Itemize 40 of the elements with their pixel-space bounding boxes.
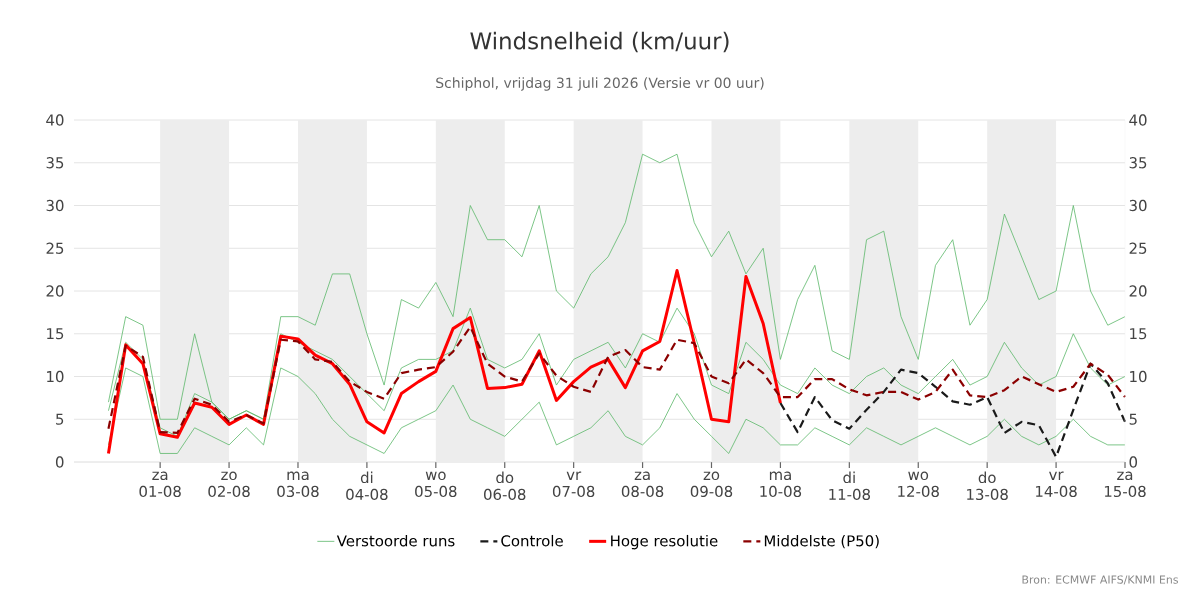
- y-tick-label: 35: [46, 157, 64, 169]
- x-tick-label: za 01-08: [139, 471, 181, 498]
- chart-subtitle: Schiphol, vrijdag 31 juli 2026 (Versie vr 00 uur): [436, 77, 764, 91]
- x-tick-label: ma 10-08: [760, 471, 802, 498]
- y2-tick-label: 0: [1129, 456, 1138, 468]
- y-tick-label: 20: [46, 285, 64, 297]
- chart-title: Windsnelheid (km/uur): [470, 31, 729, 53]
- y2-tick-label: 10: [1130, 370, 1147, 383]
- y2-tick-label: 20: [1129, 285, 1147, 297]
- y-tick-label: 5: [56, 413, 64, 425]
- x-tick-label: vr 07-08: [552, 471, 595, 498]
- legend-label: Verstoorde runs: [336, 534, 455, 547]
- x-tick-label: do 13-08: [967, 471, 1008, 501]
- y2-tick-label: 40: [1129, 114, 1147, 126]
- y-tick-label: 10: [47, 370, 64, 383]
- x-tick-label: za 08-08: [621, 471, 664, 498]
- y-tick-label: 25: [46, 242, 64, 254]
- y2-tick-label: 30: [1129, 199, 1147, 212]
- y-tick-label: 0: [55, 456, 64, 468]
- y-tick-label: 30: [46, 199, 64, 212]
- legend-label: Middelste (P50): [764, 534, 879, 549]
- legend-label: Controle: [501, 534, 563, 547]
- y2-tick-label: 15: [1130, 328, 1147, 340]
- y-tick-label: 15: [47, 328, 64, 340]
- text: Bron: ECMWF AIFS/KNMI Ens: [1022, 575, 1178, 585]
- x-tick-label: di 11-08: [829, 471, 871, 501]
- y2-tick-label: 5: [1129, 413, 1137, 425]
- x-tick-label: ma 03-08: [277, 471, 319, 498]
- y2-tick-label: 25: [1129, 242, 1147, 254]
- legend-label: Hoge resolutie: [611, 534, 718, 550]
- y-tick-label: 40: [46, 114, 64, 126]
- x-tick-label: za 15-08: [1104, 471, 1146, 498]
- y2-tick-label: 35: [1129, 157, 1147, 169]
- x-tick-label: wo 05-08: [415, 471, 457, 498]
- x-tick-label: zo 02-08: [208, 471, 250, 498]
- x-tick-label: do 06-08: [484, 471, 526, 501]
- x-tick-label: zo 09-08: [690, 471, 733, 498]
- x-tick-label: vr 14-08: [1036, 471, 1077, 498]
- x-tick-label: di 04-08: [346, 471, 388, 501]
- x-tick-label: wo 12-08: [898, 471, 939, 498]
